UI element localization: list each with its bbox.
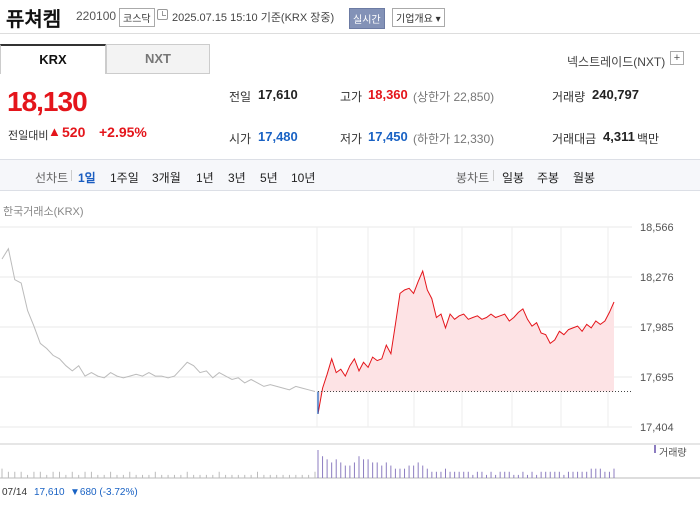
prev-close-label: 전일 (229, 90, 252, 104)
open-label: 시가 (229, 132, 252, 146)
tab-krx[interactable]: KRX (0, 44, 106, 74)
low-label: 저가 (340, 132, 363, 146)
x-tick-label: 14:00 (547, 484, 575, 485)
change-percent: +2.95% (99, 124, 147, 140)
period-10y[interactable]: 10년 (291, 171, 316, 185)
period-1y[interactable]: 1년 (196, 171, 214, 185)
price-chart: 18,566 18,276 17,985 17,695 17,404 07/15 10:00… (0, 222, 700, 485)
today-series-area (318, 271, 614, 414)
high-value: 18,360 (368, 87, 408, 102)
x-tick-label: 10:00 (354, 484, 382, 485)
chart-source-label: 한국거래소(KRX) (3, 206, 84, 218)
x-tick-label: 11:00 (401, 484, 428, 485)
period-1d[interactable]: 1일 (78, 171, 96, 185)
current-price: 18,130 (7, 86, 88, 117)
header-divider (0, 33, 700, 34)
low-value: 17,450 (368, 129, 408, 144)
y-tick-label: 17,404 (640, 422, 674, 434)
prev-day-close: 17,610 (34, 487, 65, 498)
change-value: 520 (62, 124, 86, 140)
today-series-line (317, 269, 615, 414)
stock-name: 퓨쳐켐 (6, 9, 62, 31)
prev-close-value: 17,610 (258, 87, 298, 102)
candle-chart-label: 봉차트 (456, 171, 490, 185)
amount-label: 거래대금 (552, 132, 597, 146)
volume-legend-swatch (654, 445, 656, 453)
y-tick-label: 17,695 (640, 372, 674, 384)
quote-datetime: 2025.07.15 15:10 기준(KRX 장중) (172, 12, 335, 24)
y-tick-label: 18,276 (640, 272, 674, 284)
high-label: 고가 (340, 90, 363, 104)
amount-value: 4,311 (603, 129, 635, 144)
market-badge: 코스닥 (119, 8, 155, 27)
prev-day-series-line (1, 247, 316, 392)
stock-header: 퓨쳐켐 220100 코스닥 2025.07.15 15:10 기준(KRX 장… (0, 0, 700, 31)
candle-monthly[interactable]: 월봉 (573, 171, 596, 185)
x-tick-label: 13:00 (498, 484, 526, 485)
change-label: 전일대비 (8, 130, 49, 142)
upper-limit: (상한가 22,850) (413, 90, 495, 104)
candle-weekly[interactable]: 주봉 (537, 171, 560, 185)
period-bar: 선차트 1일 1주일 3개월 1년 3년 5년 10년 봉차트 일봉 주봉 월봉 (0, 159, 700, 191)
clock-icon (157, 9, 168, 20)
period-1w[interactable]: 1주일 (110, 171, 139, 185)
x-tick-label: 07/15 (303, 484, 331, 485)
period-3m[interactable]: 3개월 (152, 171, 181, 185)
period-divider (493, 170, 494, 181)
open-value: 17,480 (258, 129, 298, 144)
volume-legend: 거래량 (659, 448, 687, 459)
expand-plus-icon[interactable]: + (670, 51, 684, 65)
tab-nxt[interactable]: NXT (106, 44, 210, 74)
lower-limit: (하한가 12,330) (413, 132, 495, 146)
period-3y[interactable]: 3년 (228, 171, 246, 185)
amount-unit: 백만 (637, 132, 660, 146)
prev-day-date: 07/14 (2, 487, 28, 498)
candle-daily[interactable]: 일봉 (502, 171, 525, 185)
stock-code: 220100 (76, 9, 117, 23)
prev-day-change: ▼680 (-3.72%) (70, 487, 138, 498)
volume-value: 240,797 (592, 87, 639, 102)
y-tick-label: 18,566 (640, 222, 674, 234)
nexttrade-link[interactable]: 넥스트레이드(NXT) (567, 55, 666, 69)
realtime-button[interactable]: 실시간 (349, 8, 385, 29)
period-divider (71, 170, 72, 181)
x-tick-label: 12:00 (448, 484, 476, 485)
line-chart-label: 선차트 (35, 171, 69, 185)
volume-label: 거래량 (552, 90, 586, 104)
period-5y[interactable]: 5년 (260, 171, 278, 185)
x-tick-label: 15:00 (594, 484, 622, 485)
up-arrow-icon: ▲ (48, 124, 61, 139)
company-overview-dropdown[interactable]: 기업개요 ▾ (392, 8, 445, 27)
y-tick-label: 17,985 (640, 322, 674, 334)
